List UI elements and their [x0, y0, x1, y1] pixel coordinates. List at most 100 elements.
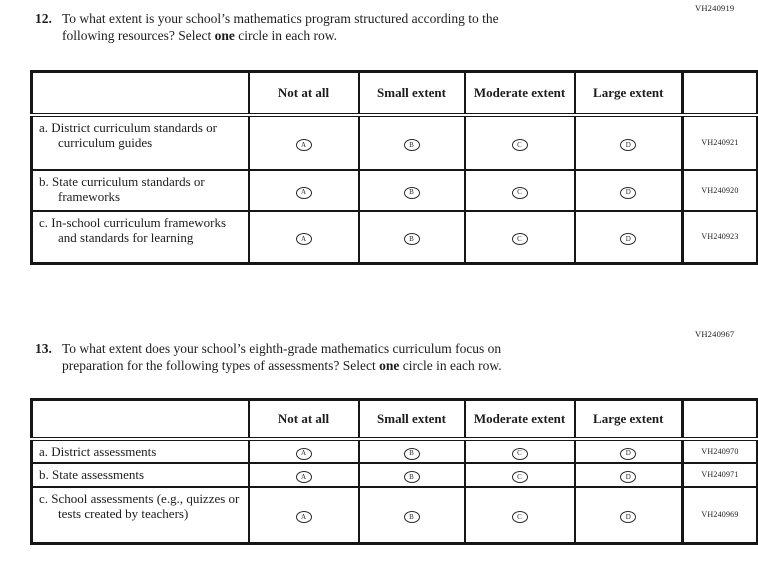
cell-moderate-extent: C: [463, 437, 576, 464]
cell-moderate-extent: C: [463, 209, 576, 265]
row-text: In-school curriculum frameworks and stan…: [51, 214, 227, 246]
question-12: 12. To what extent is your school’s math…: [35, 11, 675, 44]
answer-circle-d[interactable]: D: [620, 186, 637, 199]
answer-circle-c[interactable]: C: [511, 447, 528, 460]
answer-circle-b[interactable]: B: [403, 139, 420, 151]
answer-circle-c[interactable]: C: [511, 233, 528, 246]
cell-moderate-extent: C: [463, 485, 576, 545]
answer-circle-d[interactable]: D: [620, 139, 637, 151]
question-12-line2-a: following resources? Select: [62, 27, 215, 43]
question-13-number: 13.: [35, 341, 52, 356]
question-12-number: 12.: [35, 11, 52, 26]
question-12-table: Not at all Small extent Moderate extent …: [30, 70, 758, 265]
table-row: c. In-school curriculum frameworks and s…: [30, 209, 758, 265]
row-label-cell: b. State curriculum standards or framewo…: [30, 168, 250, 212]
question-13-line1: To what extent does your school’s eighth…: [62, 341, 502, 356]
header-not-at-all: Not at all: [247, 398, 360, 441]
question-13-text: To what extent does your school’s eighth…: [62, 341, 675, 374]
header-large-extent: Large extent: [573, 70, 684, 117]
row-code: VH240970: [681, 437, 758, 464]
cell-not-at-all: A: [247, 168, 360, 212]
row-text: State curriculum standards or frameworks: [52, 173, 205, 205]
question-13-line2-a: preparation for the following types of a…: [62, 357, 380, 373]
row-text: District curriculum standards or curricu…: [51, 119, 217, 151]
header-empty: [30, 70, 250, 117]
answer-circle-d[interactable]: D: [620, 511, 637, 524]
row-label-cell: c. In-school curriculum frameworks and s…: [30, 209, 250, 265]
answer-circle-c[interactable]: C: [511, 139, 528, 151]
cell-large-extent: D: [573, 437, 684, 464]
table-row: c. School assessments (e.g., quizzes or …: [30, 485, 758, 545]
cell-small-extent: B: [357, 209, 466, 265]
cell-large-extent: D: [573, 113, 684, 171]
header-small-extent: Small extent: [357, 70, 466, 117]
row-label-cell: c. School assessments (e.g., quizzes or …: [30, 485, 250, 545]
cell-large-extent: D: [573, 462, 684, 488]
answer-circle-a[interactable]: A: [295, 233, 312, 246]
row-letter: c.: [39, 490, 49, 506]
answer-circle-d[interactable]: D: [620, 471, 637, 484]
answer-circle-b[interactable]: B: [403, 511, 420, 524]
answer-circle-b[interactable]: B: [403, 447, 420, 460]
answer-circle-a[interactable]: A: [295, 511, 312, 524]
question-12-line2-bold: one: [214, 27, 235, 43]
cell-large-extent: D: [573, 168, 684, 212]
cell-large-extent: D: [573, 209, 684, 265]
question-13-line2: preparation for the following types of a…: [62, 358, 675, 375]
cell-small-extent: B: [357, 168, 466, 212]
header-large-extent: Large extent: [573, 398, 684, 441]
row-letter: c.: [39, 214, 49, 230]
cell-moderate-extent: C: [463, 113, 576, 171]
question-13: 13. To what extent does your school’s ei…: [35, 341, 675, 374]
header-moderate-extent: Moderate extent: [463, 70, 576, 117]
answer-circle-c[interactable]: C: [511, 186, 528, 199]
question-13-line2-b: circle in each row.: [399, 357, 502, 373]
answer-circle-a[interactable]: A: [295, 186, 312, 199]
cell-small-extent: B: [357, 485, 466, 545]
table-row: a. District assessments A B C D VH240970: [30, 437, 758, 464]
cell-not-at-all: A: [247, 462, 360, 488]
answer-circle-a[interactable]: A: [295, 447, 312, 460]
cell-moderate-extent: C: [463, 462, 576, 488]
answer-circle-d[interactable]: D: [620, 447, 637, 460]
cell-small-extent: B: [357, 462, 466, 488]
cell-not-at-all: A: [247, 113, 360, 171]
row-text: State assessments: [52, 467, 145, 482]
answer-circle-c[interactable]: C: [511, 511, 528, 524]
cell-large-extent: D: [573, 485, 684, 545]
row-letter: b.: [39, 173, 49, 189]
row-letter: a.: [39, 119, 49, 135]
answer-circle-a[interactable]: A: [295, 139, 312, 151]
cell-small-extent: B: [357, 113, 466, 171]
answer-circle-d[interactable]: D: [620, 233, 637, 246]
table-row: b. State assessments A B C D VH240971: [30, 462, 758, 488]
table-row: b. State curriculum standards or framewo…: [30, 168, 758, 212]
answer-circle-b[interactable]: B: [403, 186, 420, 199]
row-code: VH240920: [681, 168, 758, 212]
row-label-cell: a. District curriculum standards or curr…: [30, 113, 250, 171]
row-code: VH240923: [681, 209, 758, 265]
header-code-column: [681, 398, 758, 441]
answer-circle-a[interactable]: A: [295, 471, 312, 484]
header-small-extent: Small extent: [357, 398, 466, 441]
question-12-line2: following resources? Select one circle i…: [62, 28, 675, 45]
cell-not-at-all: A: [247, 485, 360, 545]
answer-circle-b[interactable]: B: [403, 233, 420, 246]
question-13-table: Not at all Small extent Moderate extent …: [30, 398, 758, 545]
header-empty: [30, 398, 250, 441]
table-header-row: Not at all Small extent Moderate extent …: [30, 70, 758, 117]
question-12-code: VH240919: [695, 3, 735, 13]
question-12-line2-b: circle in each row.: [234, 27, 338, 43]
row-text: School assessments (e.g., quizzes or tes…: [51, 490, 240, 522]
table-header-row: Not at all Small extent Moderate extent …: [30, 398, 758, 441]
question-13-line2-bold: one: [379, 357, 400, 373]
cell-small-extent: B: [357, 437, 466, 464]
answer-circle-c[interactable]: C: [511, 471, 528, 484]
question-12-text: To what extent is your school’s mathemat…: [62, 11, 675, 44]
answer-circle-b[interactable]: B: [403, 471, 420, 484]
header-code-column: [681, 70, 758, 117]
cell-not-at-all: A: [247, 437, 360, 464]
row-label-cell: b. State assessments: [30, 462, 250, 488]
row-code: VH240971: [681, 462, 758, 488]
